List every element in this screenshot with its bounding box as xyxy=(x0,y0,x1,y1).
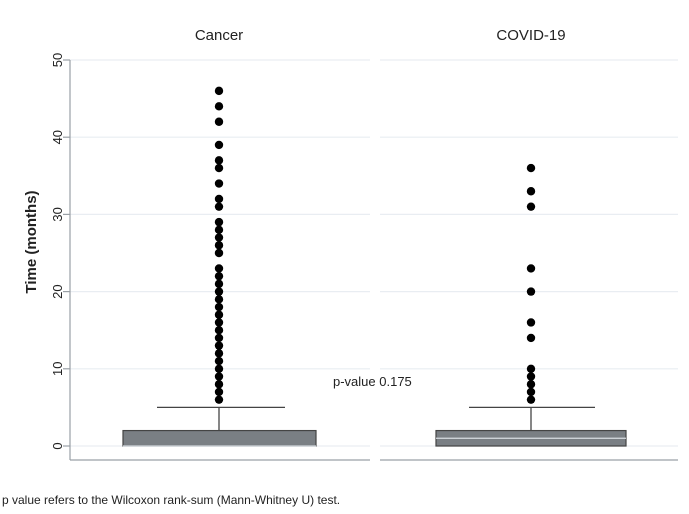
outlier-point xyxy=(526,163,536,173)
outlier-point xyxy=(526,333,536,343)
outlier-point xyxy=(214,349,224,358)
outlier-point xyxy=(526,395,536,404)
outlier-point xyxy=(214,310,224,319)
outlier-point xyxy=(214,241,224,250)
outlier-point xyxy=(526,318,536,327)
outlier-point xyxy=(214,341,224,350)
outlier-point xyxy=(526,287,536,296)
outlier-point xyxy=(214,217,224,227)
y-tick-label: 50 xyxy=(50,53,65,67)
outlier-point xyxy=(214,318,224,327)
panel-title: COVID-19 xyxy=(496,27,565,44)
outlier-point xyxy=(214,86,224,96)
y-axis-label: Time (months) xyxy=(23,190,40,293)
outlier-point xyxy=(214,140,224,150)
outlier-point xyxy=(526,264,536,273)
outlier-point xyxy=(526,187,536,196)
y-tick-label: 30 xyxy=(50,207,65,221)
outlier-point xyxy=(214,233,224,242)
figure-caption: p value refers to the Wilcoxon rank-sum … xyxy=(2,493,341,507)
outlier-point xyxy=(214,295,224,304)
outlier-point xyxy=(214,264,224,273)
outlier-point xyxy=(214,387,224,397)
outlier-point xyxy=(214,302,224,312)
outlier-point xyxy=(214,372,224,381)
outlier-point xyxy=(214,102,224,111)
outlier-point xyxy=(214,287,224,296)
panel-title: Cancer xyxy=(195,27,243,44)
outlier-point xyxy=(526,372,536,381)
outlier-point xyxy=(526,202,536,211)
outlier-point xyxy=(214,279,224,289)
outlier-point xyxy=(214,117,224,126)
box-iqr xyxy=(122,429,317,447)
outlier-point xyxy=(214,395,224,404)
p-value-annotation: p-value 0.175 xyxy=(333,374,412,389)
outlier-point xyxy=(214,248,224,258)
outlier-point xyxy=(214,194,224,204)
y-tick-label: 20 xyxy=(50,284,65,298)
outlier-point xyxy=(214,179,224,188)
outlier-point xyxy=(214,225,224,235)
outlier-point xyxy=(214,271,224,281)
outlier-point xyxy=(526,387,536,397)
outlier-point xyxy=(214,156,224,165)
outlier-point xyxy=(214,333,224,343)
outlier-point xyxy=(214,163,224,173)
outlier-point xyxy=(214,356,224,366)
y-tick-label: 0 xyxy=(50,442,65,449)
outlier-point xyxy=(214,380,224,389)
outlier-point xyxy=(214,364,224,373)
outlier-point xyxy=(214,326,224,335)
outlier-point xyxy=(214,202,224,211)
y-tick-label: 10 xyxy=(50,362,65,376)
outlier-point xyxy=(526,380,536,389)
outlier-point xyxy=(526,364,536,373)
y-tick-label: 40 xyxy=(50,130,65,144)
